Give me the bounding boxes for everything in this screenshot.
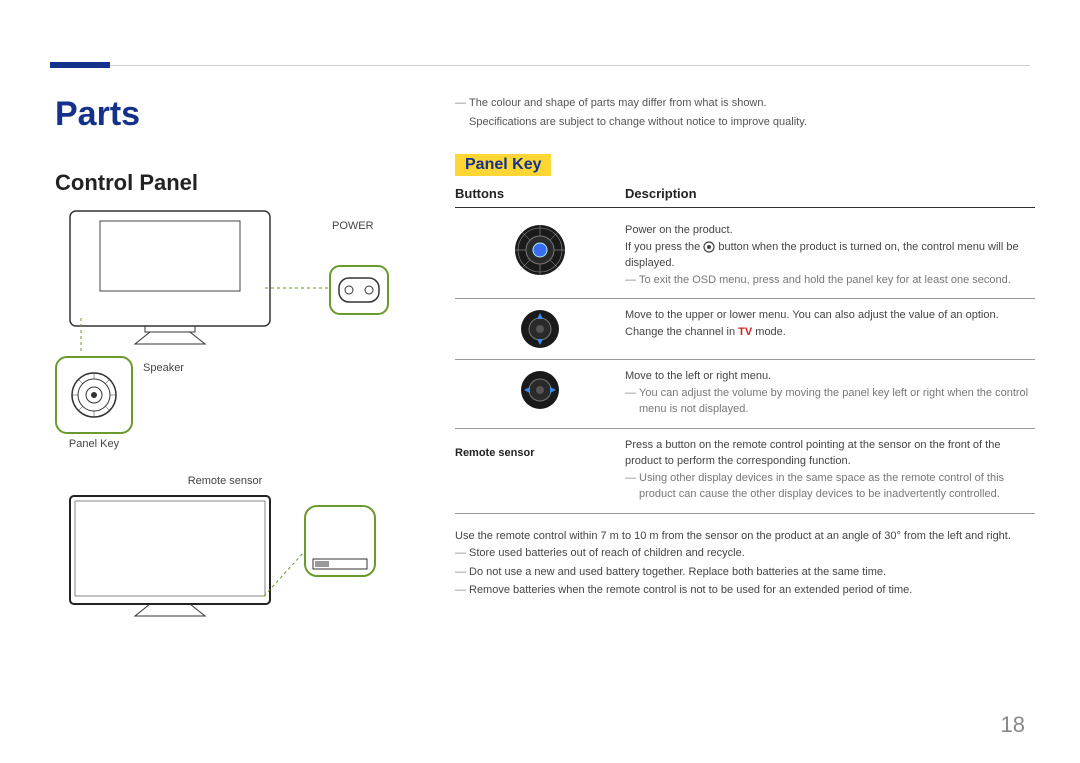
label-speaker: Speaker [143,362,184,374]
row1-desc2: Change the channel in TV mode. [625,324,1035,341]
row3-note: Using other display devices in the same … [625,470,1035,503]
panel-key-icon [69,370,119,420]
page-number: 18 [1001,712,1025,738]
row0-note: To exit the OSD menu, press and hold the… [625,272,1035,289]
th-description: Description [625,186,1035,201]
bottom-note-3: Do not use a new and used battery togeth… [455,564,1035,581]
header-rule [50,65,1030,66]
row3-desc1: Press a button on the remote control poi… [625,437,1035,470]
top-note-2: Specifications are subject to change wit… [455,114,1035,131]
power-button-inline-icon [703,241,715,253]
row2-note: You can adjust the volume by moving the … [625,385,1035,418]
table-row: Remote sensor Press a button on the remo… [455,429,1035,514]
label-panel-key: Panel Key [55,438,133,450]
label-remote-sensor: Remote sensor [55,475,395,487]
row1-desc1: Move to the upper or lower menu. You can… [625,307,1035,324]
bottom-note-4: Remove batteries when the remote control… [455,582,1035,599]
table-row: Move to the upper or lower menu. You can… [455,299,1035,360]
row0-desc1: Power on the product. [625,222,1035,239]
table-header: Buttons Description [455,186,1035,208]
button-press-icon [512,222,568,278]
header-accent-bar [50,62,110,68]
page-title: Parts [55,95,140,134]
control-panel-heading: Control Panel [55,170,405,196]
label-power: POWER [332,220,374,232]
right-column: The colour and shape of parts may differ… [455,95,1035,601]
table-row: Power on the product. If you press the b… [455,214,1035,299]
top-note-1: The colour and shape of parts may differ… [455,95,1035,112]
panel-key-section-title: Panel Key [455,154,551,176]
table-row: Move to the left or right menu. You can … [455,360,1035,429]
th-buttons: Buttons [455,186,625,201]
bottom-notes: Use the remote control within 7 m to 10 … [455,528,1035,599]
row0-desc2: If you press the button when the product… [625,239,1035,272]
panel-key-callout-box [55,356,133,434]
button-leftright-icon [518,368,562,412]
diagram-tv-front [55,491,395,621]
row2-desc1: Move to the left or right menu. [625,368,1035,385]
button-updown-icon [518,307,562,351]
row3-label: Remote sensor [455,437,625,459]
bottom-note-2: Store used batteries out of reach of chi… [455,545,1035,562]
bottom-note-1: Use the remote control within 7 m to 10 … [455,528,1035,546]
left-column: Control Panel POWER [55,170,405,626]
